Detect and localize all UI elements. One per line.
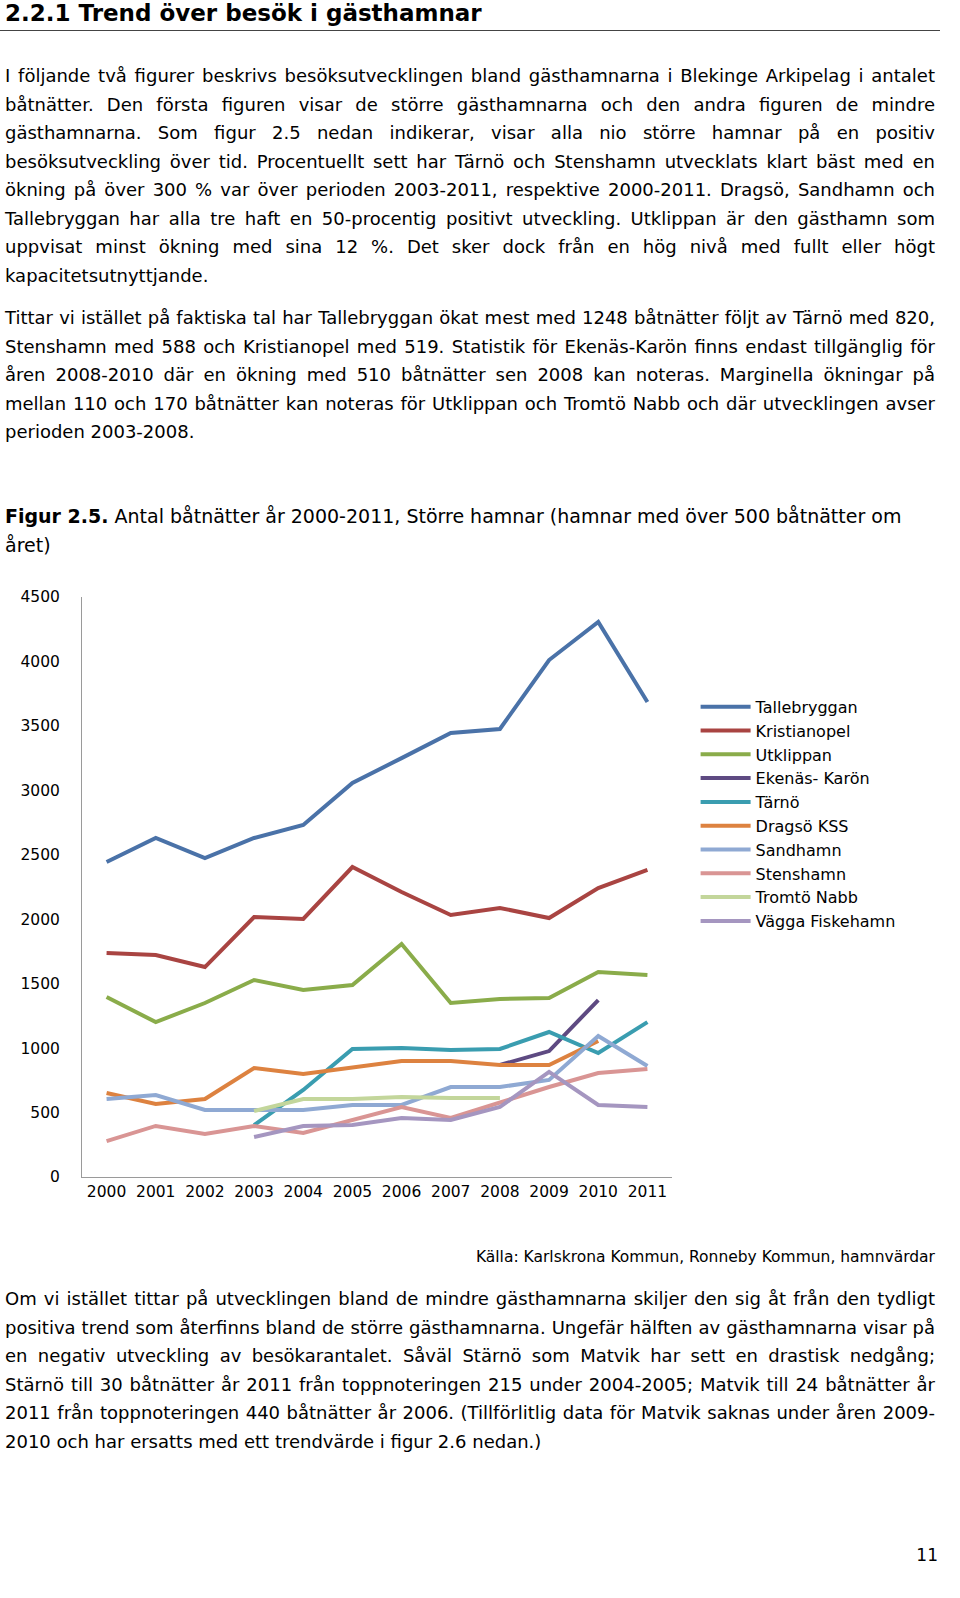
svg-text:2011: 2011 xyxy=(628,1183,667,1201)
html-text:I följande två figurer beskriv: I följande två figurer beskrivs besöksut… xyxy=(5,65,935,286)
svg-text:Kristianopel: Kristianopel xyxy=(756,722,851,741)
svg-text:2004: 2004 xyxy=(284,1183,323,1201)
svg-text:2001: 2001 xyxy=(136,1183,175,1201)
svg-text:2000: 2000 xyxy=(87,1183,126,1201)
svg-text:Ekenäs- Karön: Ekenäs- Karön xyxy=(756,769,870,788)
svg-text:2006: 2006 xyxy=(382,1183,421,1201)
svg-text:2005: 2005 xyxy=(333,1183,372,1201)
svg-text:0: 0 xyxy=(50,1168,60,1186)
svg-text:1500: 1500 xyxy=(20,975,59,993)
svg-text:3000: 3000 xyxy=(20,782,59,800)
svg-text:2002: 2002 xyxy=(185,1183,224,1201)
svg-text:3500: 3500 xyxy=(20,717,59,735)
svg-text:Dragsö KSS: Dragsö KSS xyxy=(756,817,849,836)
svg-text:4000: 4000 xyxy=(20,653,59,671)
html-text:Figur 2.5. Antal båtnätter år: Figur 2.5. Antal båtnätter år 2000-2011,… xyxy=(5,505,902,556)
svg-text:500: 500 xyxy=(30,1104,60,1122)
svg-text:2500: 2500 xyxy=(20,846,59,864)
svg-text:Utklippan: Utklippan xyxy=(756,746,832,765)
html-text:11: 11 xyxy=(916,1545,938,1565)
svg-text:Tallebryggan: Tallebryggan xyxy=(755,698,858,717)
svg-text:Tromtö Nabb: Tromtö Nabb xyxy=(755,888,858,907)
html-text:Om vi istället tittar på utvec: Om vi istället tittar på utvecklingen bl… xyxy=(5,1288,935,1452)
svg-text:1000: 1000 xyxy=(20,1040,59,1058)
html-text:2.2.1 Trend över besök i gästh: 2.2.1 Trend över besök i gästhamnar xyxy=(5,0,482,26)
svg-text:2000: 2000 xyxy=(20,911,59,929)
svg-text:Vägga Fiskehamn: Vägga Fiskehamn xyxy=(756,912,896,931)
svg-text:4500: 4500 xyxy=(20,588,59,606)
svg-text:Stenshamn: Stenshamn xyxy=(756,865,846,884)
html-text:Tittar vi istället på faktiska: Tittar vi istället på faktiska tal har T… xyxy=(5,307,935,442)
svg-text:2008: 2008 xyxy=(480,1183,519,1201)
svg-text:Tärnö: Tärnö xyxy=(755,793,800,812)
svg-text:2010: 2010 xyxy=(579,1183,618,1201)
svg-text:Sandhamn: Sandhamn xyxy=(756,841,842,860)
svg-text:2007: 2007 xyxy=(431,1183,470,1201)
html-text:Källa: Karlskrona Kommun, Ronn: Källa: Karlskrona Kommun, Ronneby Kommun… xyxy=(475,1248,935,1266)
svg-text:2003: 2003 xyxy=(234,1183,273,1201)
svg-text:2009: 2009 xyxy=(529,1183,568,1201)
